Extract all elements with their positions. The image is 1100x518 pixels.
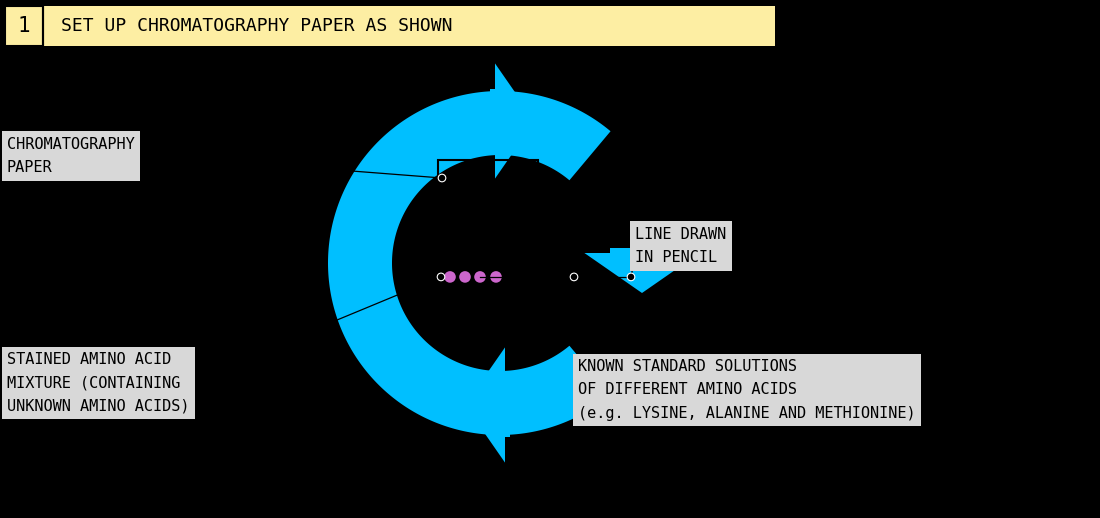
Circle shape — [437, 273, 444, 281]
Text: LINE DRAWN
IN PENCIL: LINE DRAWN IN PENCIL — [635, 227, 726, 265]
Circle shape — [491, 271, 502, 283]
Bar — [6, 6, 776, 46]
Circle shape — [627, 273, 635, 281]
Circle shape — [570, 273, 578, 281]
Text: 1: 1 — [18, 16, 31, 36]
Text: STAINED AMINO ACID
MIXTURE (CONTAINING
UNKNOWN AMINO ACIDS): STAINED AMINO ACID MIXTURE (CONTAINING U… — [7, 352, 189, 414]
Circle shape — [459, 271, 471, 283]
Bar — [6, 6, 43, 46]
Text: KNOWN STANDARD SOLUTIONS
OF DIFFERENT AMINO ACIDS
(e.g. LYSINE, ALANINE AND METH: KNOWN STANDARD SOLUTIONS OF DIFFERENT AM… — [578, 359, 915, 421]
FancyArrow shape — [490, 63, 535, 179]
FancyArrow shape — [584, 248, 700, 293]
Circle shape — [438, 174, 446, 182]
Circle shape — [474, 271, 486, 283]
Polygon shape — [328, 91, 610, 435]
Text: CHROMATOGRAPHY
PAPER: CHROMATOGRAPHY PAPER — [7, 137, 134, 175]
Circle shape — [444, 271, 455, 283]
Bar — [438, 160, 538, 322]
FancyArrow shape — [465, 348, 510, 463]
Text: SET UP CHROMATOGRAPHY PAPER AS SHOWN: SET UP CHROMATOGRAPHY PAPER AS SHOWN — [60, 17, 452, 35]
